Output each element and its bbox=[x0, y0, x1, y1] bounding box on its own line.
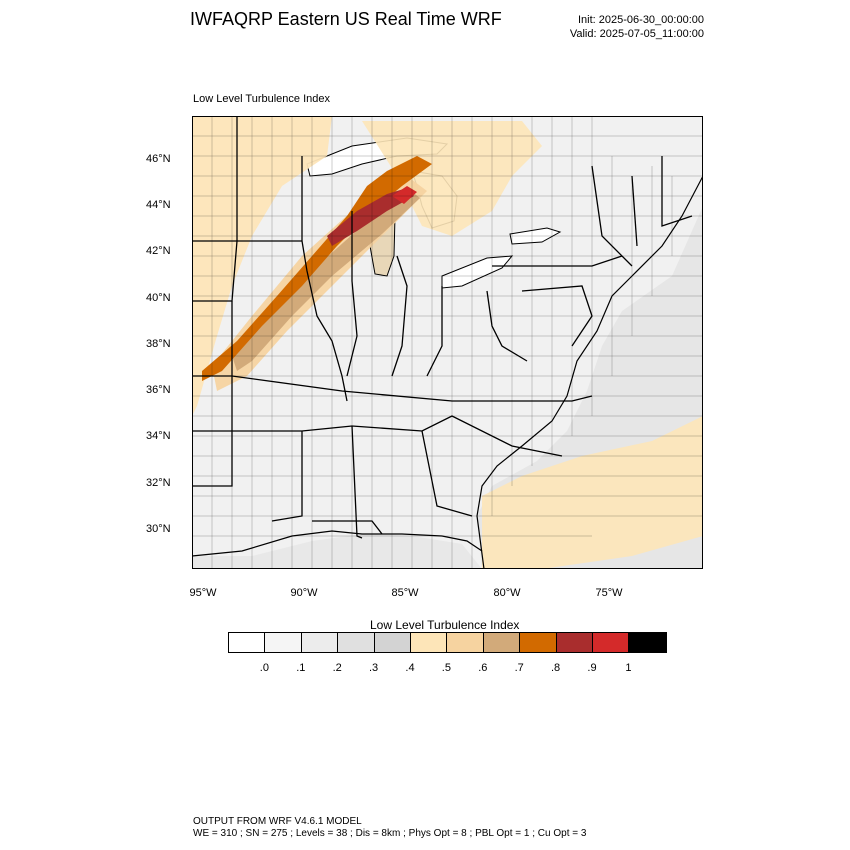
colorbar-tick-label: .2 bbox=[332, 662, 342, 674]
footer-line-2: WE = 310 ; SN = 275 ; Levels = 38 ; Dis … bbox=[193, 828, 587, 839]
lat-label: 46°N bbox=[146, 153, 171, 165]
colorbar-swatch bbox=[265, 633, 302, 652]
valid-time: Valid: 2025-07-05_11:00:00 bbox=[569, 28, 704, 40]
footer-line-1: OUTPUT FROM WRF V4.6.1 MODEL bbox=[193, 816, 362, 827]
colorbar-swatch bbox=[447, 633, 484, 652]
lat-label: 30°N bbox=[146, 523, 171, 535]
colorbar-swatch bbox=[629, 633, 666, 652]
colorbar-swatch bbox=[410, 633, 448, 652]
lon-label: 85°W bbox=[391, 587, 419, 599]
colorbar-tick-label: .3 bbox=[369, 662, 379, 674]
init-valid-times: Init: 2025-06-30_00:00:00 Valid: 2025-07… bbox=[570, 13, 704, 41]
panel-title: Low Level Turbulence Index bbox=[193, 93, 330, 105]
colorbar-tick-label: 1 bbox=[625, 662, 632, 674]
lon-label: 75°W bbox=[595, 587, 623, 599]
colorbar-tick-label: .8 bbox=[551, 662, 561, 674]
lon-label: 80°W bbox=[493, 587, 521, 599]
colorbar-tick-label: .5 bbox=[441, 662, 451, 674]
init-time: Init: 2025-06-30_00:00:00 bbox=[578, 14, 704, 26]
field-0-5 bbox=[192, 116, 332, 416]
field-0-9 bbox=[327, 188, 414, 246]
lon-label: 95°W bbox=[189, 587, 217, 599]
plot-title: IWFAQRP Eastern US Real Time WRF bbox=[190, 9, 502, 29]
colorbar bbox=[228, 632, 667, 653]
turbulence-map bbox=[192, 116, 703, 569]
field-0-8 bbox=[202, 156, 432, 381]
colorbar-swatch bbox=[229, 633, 266, 652]
field-0-7 bbox=[232, 188, 420, 371]
field-0-5-se bbox=[482, 416, 703, 569]
gulf-coastline bbox=[192, 530, 483, 557]
colorbar-tick-label: .7 bbox=[514, 662, 524, 674]
lat-label: 32°N bbox=[146, 477, 171, 489]
lat-label: 44°N bbox=[146, 199, 171, 211]
colorbar-swatch bbox=[338, 633, 375, 652]
lon-label: 90°W bbox=[290, 587, 318, 599]
gulf-of-mexico bbox=[192, 534, 482, 569]
lat-label: 40°N bbox=[146, 292, 171, 304]
colorbar-swatch bbox=[374, 633, 411, 652]
colorbar-tick-label: .1 bbox=[296, 662, 306, 674]
colorbar-tick-label: .0 bbox=[259, 662, 269, 674]
county-boundaries bbox=[192, 116, 703, 569]
model-footer: OUTPUT FROM WRF V4.6.1 MODEL WE = 310 ; … bbox=[193, 816, 586, 840]
lat-label: 36°N bbox=[146, 384, 171, 396]
colorbar-swatch bbox=[520, 633, 557, 652]
colorbar-title: Low Level Turbulence Index bbox=[370, 618, 520, 632]
colorbar-tick-label: .9 bbox=[587, 662, 597, 674]
lat-label: 34°N bbox=[146, 430, 171, 442]
colorbar-swatch bbox=[556, 633, 593, 652]
colorbar-swatch bbox=[301, 633, 339, 652]
colorbar-swatch bbox=[483, 633, 521, 652]
map-frame bbox=[192, 116, 703, 569]
colorbar-tick-label: .6 bbox=[478, 662, 488, 674]
colorbar-swatch bbox=[592, 633, 630, 652]
lat-label: 42°N bbox=[146, 245, 171, 257]
field-1-0 bbox=[392, 186, 417, 204]
lat-label: 38°N bbox=[146, 338, 171, 350]
colorbar-tick-label: .4 bbox=[405, 662, 415, 674]
coastline bbox=[476, 175, 703, 569]
